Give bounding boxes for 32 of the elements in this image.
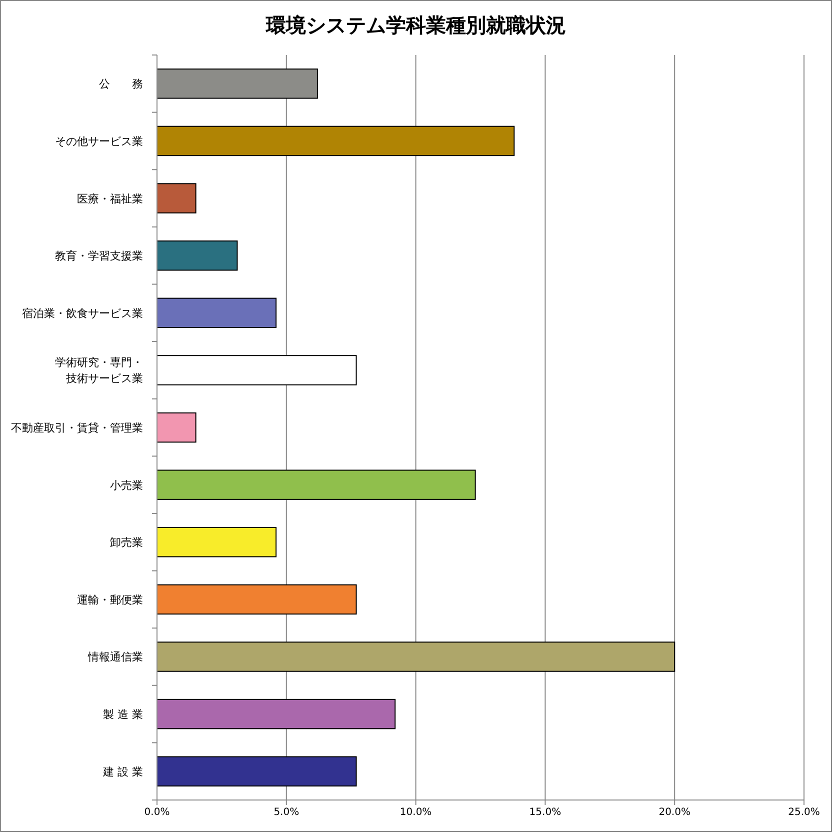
bar [156,470,476,500]
bar [156,527,277,558]
y-tick-label: 製 造 業 [103,708,143,722]
y-tick-label: 教育・学習支援業 [55,250,143,263]
x-tick-label: 5.0% [274,807,300,818]
y-tick-label: 公 務 [99,78,143,91]
y-tick-label: その他サービス業 [55,134,143,148]
y-tick-label: 卸売業 [110,536,143,550]
bar [156,412,196,443]
bar [156,756,357,786]
y-tick-label: 不動産取引・賃貸・管理業 [11,422,143,434]
bar [156,698,396,730]
bar [156,126,515,156]
x-tick-label: 0.0% [144,807,170,818]
y-tick-label: 小売業 [110,478,143,492]
chart-title: 環境システム学科業種別就職状況 [265,13,566,37]
x-tick-label: 25.0% [788,807,820,818]
y-tick-label: 宿泊業・飲食サービス業 [22,306,143,320]
x-tick-label: 15.0% [529,807,562,818]
y-tick-label: 運輸・郵便業 [77,593,143,606]
bar [156,355,357,386]
bar [156,584,357,615]
bar [156,642,676,672]
x-tick-label: 10.0% [400,807,432,818]
bar [156,240,238,271]
y-tick-label: 情報通信業 [87,650,143,664]
y-tick-label: 建 設 業 [102,765,143,778]
y-tick-label: 学術研究・専門・技術サービス業 [55,356,143,386]
y-tick-label: 医療・福祉業 [77,192,143,206]
bar [156,298,277,328]
x-tick-label: 20.0% [658,807,690,818]
bar [156,183,196,214]
